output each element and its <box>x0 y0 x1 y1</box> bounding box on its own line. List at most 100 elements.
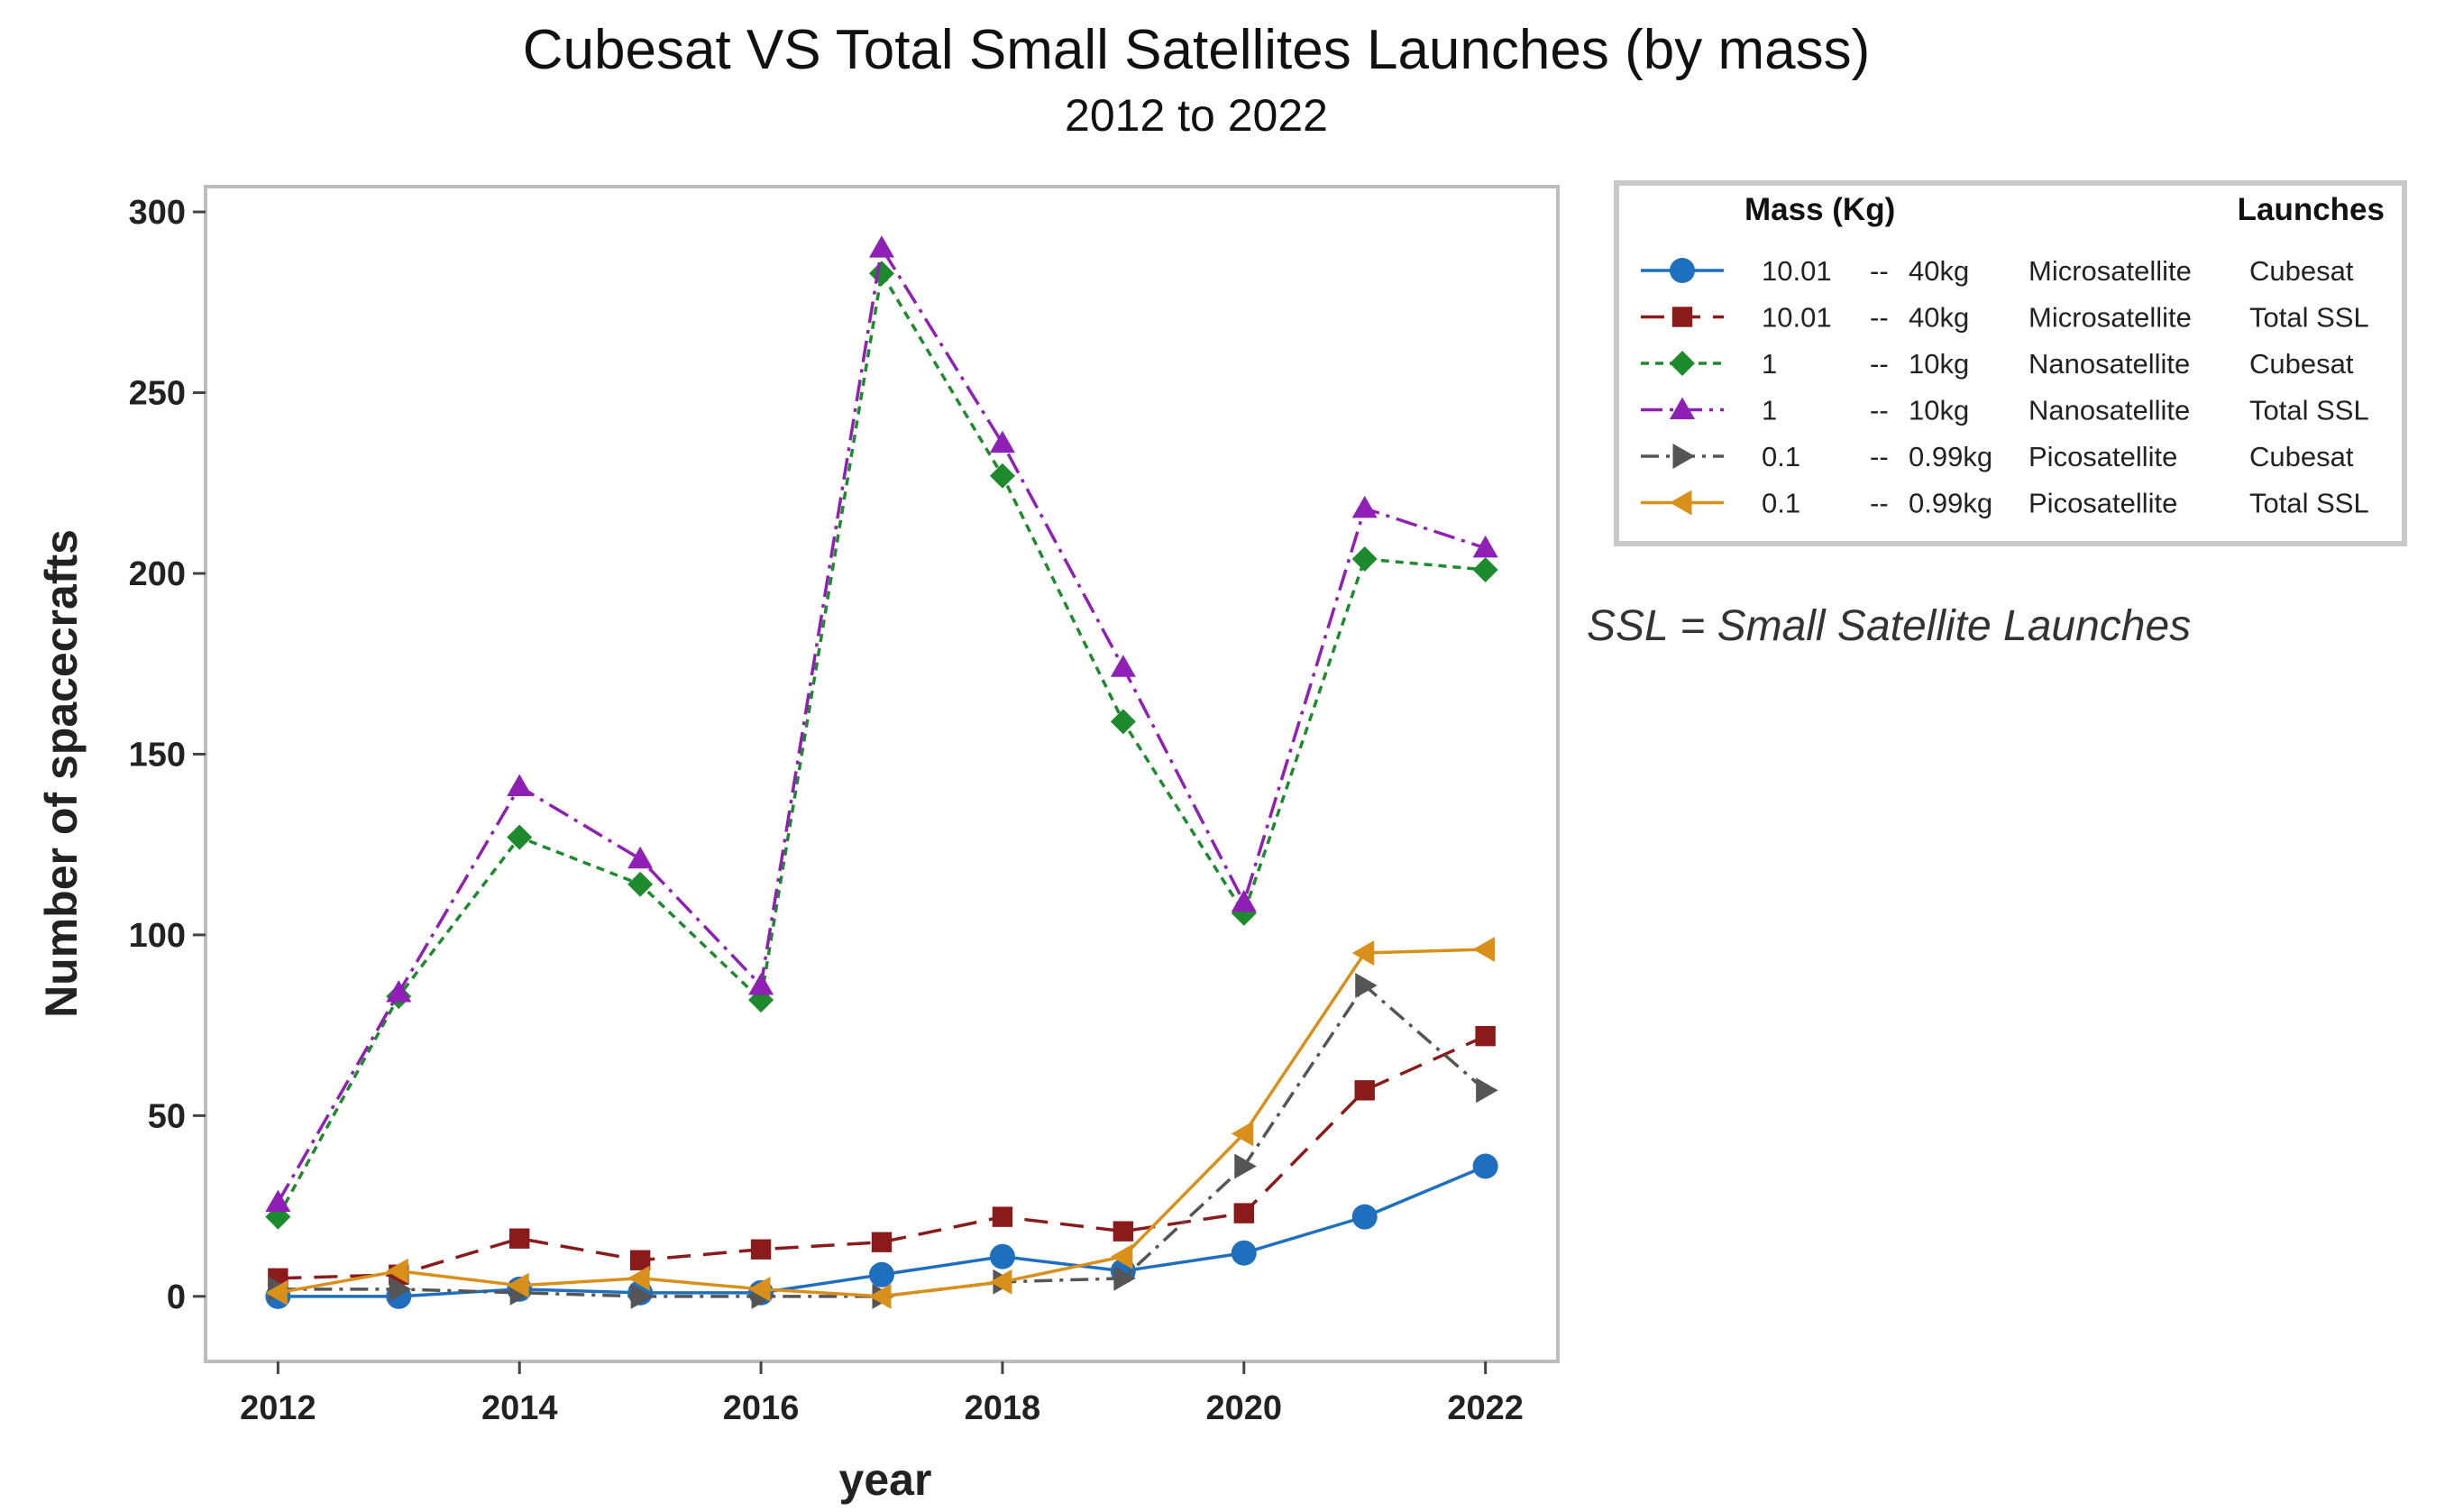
series-line <box>276 246 1487 1204</box>
data-point <box>507 774 533 797</box>
legend-mass-min: 1 <box>1762 348 1777 380</box>
legend-mass-min: 0.1 <box>1762 441 1800 472</box>
legend-launch-type: Total SSL <box>2249 488 2369 519</box>
ssl-note: SSL = Small Satellite Launches <box>1587 602 2191 650</box>
data-point <box>1231 1240 1257 1266</box>
series-6 <box>265 936 1496 1309</box>
legend-swatch-marker <box>1670 397 1695 419</box>
y-tick-label: 200 <box>129 555 186 593</box>
data-point <box>989 430 1015 454</box>
legend-launch-type: Total SSL <box>2249 395 2369 426</box>
data-point <box>1233 1203 1254 1223</box>
legend-header-launches: Launches <box>2238 192 2385 227</box>
y-tick-label: 250 <box>129 375 186 413</box>
data-point <box>869 235 894 258</box>
x-tick-label: 2014 <box>481 1389 558 1427</box>
legend-mass-max: 40kg <box>1909 302 1969 334</box>
legend-swatch-marker <box>1670 258 1695 283</box>
data-point <box>750 1239 772 1260</box>
data-point <box>1231 1121 1254 1147</box>
chart-title: Cubesat VS Total Small Satellites Launch… <box>523 19 1870 81</box>
legend-entry: 0.1 -- 0.99kg Picosatellite Cubesat <box>1641 441 2354 472</box>
data-point <box>1354 1080 1375 1101</box>
legend-mass-max: 0.99kg <box>1909 488 1992 519</box>
data-point <box>630 1283 654 1309</box>
data-point <box>509 1228 530 1249</box>
data-point <box>386 980 412 1003</box>
legend-entry: 10.01 -- 40kg Microsatellite Cubesat <box>1641 255 2354 287</box>
legend-swatch-marker <box>1672 444 1695 469</box>
data-point <box>992 1206 1013 1227</box>
data-point <box>1472 535 1498 558</box>
legend-separator: -- <box>1870 348 1889 380</box>
legend-swatch-marker <box>1671 307 1693 327</box>
legend-class: Picosatellite <box>2028 488 2177 519</box>
x-tick-label: 2012 <box>240 1389 316 1427</box>
x-tick-label: 2022 <box>1447 1389 1524 1427</box>
data-point <box>869 1261 894 1287</box>
data-point <box>989 463 1015 489</box>
data-point <box>389 1276 412 1302</box>
legend-class: Microsatellite <box>2028 302 2192 334</box>
data-point <box>1355 973 1378 999</box>
plot-area <box>204 185 1560 1363</box>
data-point <box>1110 709 1136 735</box>
legend-mass-max: 10kg <box>1909 348 1969 380</box>
data-point <box>627 846 654 869</box>
legend-mass-max: 40kg <box>1909 255 1969 287</box>
data-point <box>627 871 654 897</box>
data-point <box>1472 936 1496 962</box>
x-tick-label: 2016 <box>723 1389 800 1427</box>
legend-mass-max: 0.99kg <box>1909 441 1992 472</box>
legend-separator: -- <box>1870 441 1889 472</box>
legend-frame <box>1614 180 2407 546</box>
y-tick-label: 50 <box>148 1097 186 1135</box>
legend: Mass (Kg) Launches 10.01 -- 40kg Microsatel… <box>1614 180 2407 546</box>
legend-class: Nanosatellite <box>2028 348 2190 380</box>
data-point <box>1351 545 1378 572</box>
y-axis-label: Number of spacecrafts <box>36 529 87 1018</box>
data-point <box>1351 1204 1378 1230</box>
legend-launch-type: Total SSL <box>2249 302 2369 334</box>
data-point <box>748 1276 771 1302</box>
legend-separator: -- <box>1870 395 1889 426</box>
legend-launch-type: Cubesat <box>2249 255 2354 287</box>
x-axis: 2012 2014 2016 2018 2020 2022 <box>240 1361 1524 1427</box>
legend-launch-type: Cubesat <box>2249 441 2354 472</box>
y-tick-label: 100 <box>129 917 186 955</box>
legend-separator: -- <box>1870 488 1889 519</box>
data-point <box>869 1283 892 1309</box>
x-tick-label: 2020 <box>1206 1389 1283 1427</box>
data-point <box>1475 1025 1496 1047</box>
data-point <box>1110 655 1136 677</box>
legend-swatch-marker <box>1670 351 1695 376</box>
x-axis-label: year <box>839 1454 932 1505</box>
legend-entry: 10.01 -- 40kg Microsatellite Total SSL <box>1641 302 2369 334</box>
series-layer <box>265 235 1498 1309</box>
y-axis: 0 50 100 150 200 250 300 <box>129 194 206 1316</box>
y-tick-label: 300 <box>129 194 186 232</box>
data-point <box>1351 495 1378 518</box>
legend-mass-min: 0.1 <box>1762 488 1800 519</box>
data-point <box>1234 1153 1257 1179</box>
y-tick-label: 0 <box>167 1278 186 1316</box>
legend-separator: -- <box>1870 255 1889 287</box>
legend-header-mass: Mass (Kg) <box>1744 192 1895 227</box>
data-point <box>265 1279 288 1306</box>
series-4 <box>265 235 1498 1213</box>
data-point <box>871 1232 893 1252</box>
data-point <box>1113 1221 1134 1242</box>
legend-class: Microsatellite <box>2028 255 2192 287</box>
data-point <box>989 1243 1015 1269</box>
data-point <box>629 1250 651 1270</box>
data-point <box>386 1258 408 1284</box>
chart-subtitle: 2012 to 2022 <box>1065 90 1328 141</box>
data-point <box>1472 1153 1498 1179</box>
legend-mass-max: 10kg <box>1909 395 1969 426</box>
legend-rows: 10.01 -- 40kg Microsatellite Cubesat 10.01 -- 4… <box>1641 255 2369 519</box>
x-tick-label: 2018 <box>965 1389 1041 1427</box>
legend-mass-min: 1 <box>1762 395 1777 426</box>
data-point <box>1231 889 1257 912</box>
data-point <box>1351 939 1375 966</box>
